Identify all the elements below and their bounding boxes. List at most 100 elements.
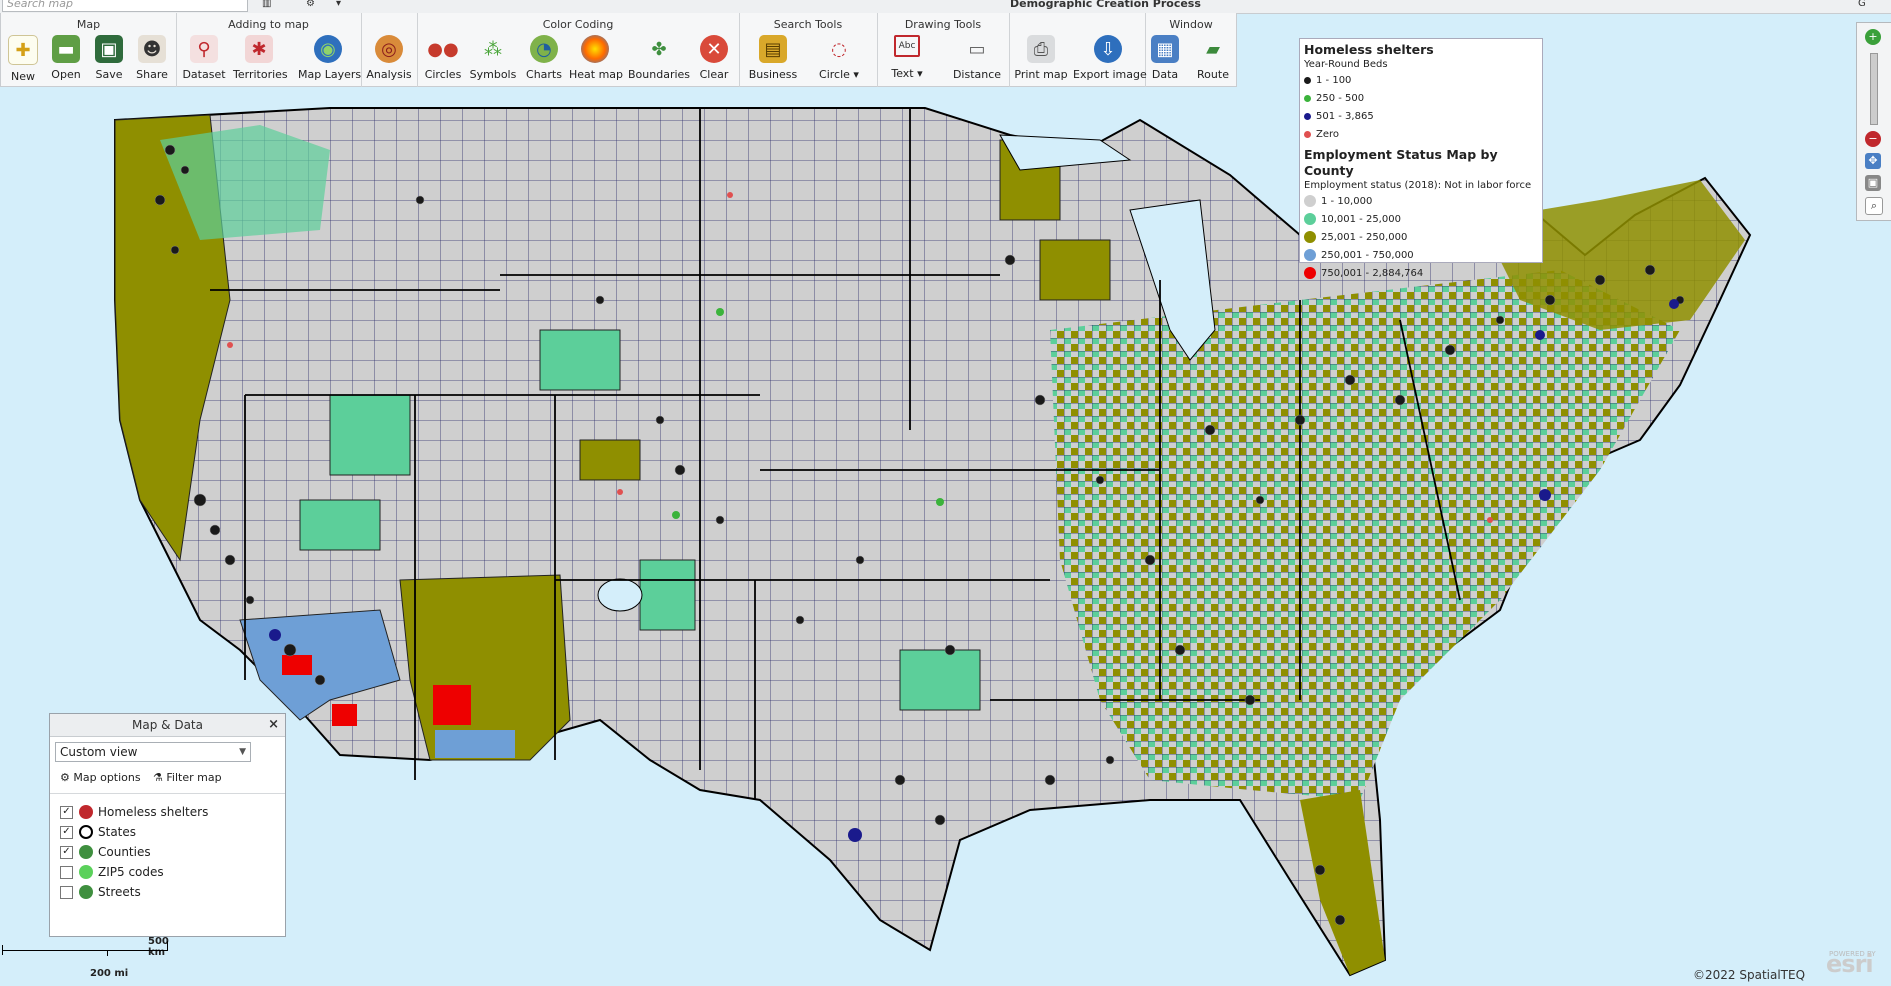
group-title: Color Coding <box>542 18 614 31</box>
group-title: Drawing Tools <box>904 18 982 31</box>
layer-item[interactable]: Streets <box>60 883 141 901</box>
dataset-pin-icon: ⚲ <box>190 35 218 63</box>
new-button[interactable]: ✚ New <box>0 35 49 83</box>
symbols-button[interactable]: ⁂ Symbols <box>467 35 519 82</box>
save-button[interactable]: ▣ Save <box>83 35 135 81</box>
dataset-button[interactable]: ⚲ Dataset <box>178 35 230 81</box>
legend-label: 250,001 - 750,000 <box>1321 249 1414 261</box>
layer-checkbox[interactable] <box>60 885 73 899</box>
scale-km-label: 500 km <box>148 936 169 958</box>
group-window: Window ▦ Data ▰ Route <box>1145 13 1237 87</box>
charts-button[interactable]: ◔ Charts <box>518 35 570 81</box>
folder-icon: ▬ <box>52 35 80 63</box>
camera-icon[interactable]: ▣ <box>1865 175 1881 191</box>
group-drawing-tools: Drawing Tools Abc Text ▾ ▭ Distance <box>877 13 1010 87</box>
map-legend: Homeless shelters Year-Round Beds 1 - 10… <box>1299 38 1543 279</box>
layer-item[interactable]: ZIP5 codes <box>60 863 164 881</box>
group-title: Window <box>1169 18 1213 31</box>
save-icon: ▣ <box>95 35 123 63</box>
open-button[interactable]: ▬ Open <box>40 35 92 81</box>
chevron-down-icon[interactable]: ▾ <box>336 0 342 9</box>
gear-icon: ⚙ <box>60 771 70 784</box>
zoom-slider[interactable] <box>1870 53 1878 125</box>
help-icon[interactable]: G <box>1858 0 1866 9</box>
magnifier-icon[interactable]: ⌕ <box>1865 197 1883 215</box>
route-button[interactable]: ▰ Route <box>1187 35 1239 82</box>
legend-swatch <box>1304 267 1316 279</box>
gear-icon[interactable]: ⚙ <box>306 0 315 9</box>
legend-item: 1 - 100 <box>1304 71 1538 89</box>
symbols-icon: ⁂ <box>484 38 502 60</box>
zip-layer-icon <box>79 865 93 879</box>
legend-shelters-title: Homeless shelters <box>1304 42 1434 57</box>
legend-item: 1 - 10,000 <box>1304 192 1538 210</box>
pan-icon[interactable]: ✥ <box>1865 153 1881 169</box>
group-color-coding: Color Coding ●● Circles ⁂ Symbols ◔ Char… <box>417 13 740 87</box>
map-layers-button[interactable]: ◉ Map Layers <box>298 35 361 81</box>
layer-label: States <box>98 825 137 839</box>
print-map-button[interactable]: ⎙ Print map <box>1013 35 1069 81</box>
legend-item: 250 - 500 <box>1304 89 1538 107</box>
esri-logo: esri <box>1826 950 1874 978</box>
ribbon-toolbar: Map ✚ New ▬ Open ▣ Save ☻ Share Adding t… <box>0 13 1237 87</box>
scale-bar: 500 km 200 mi <box>0 936 170 980</box>
filter-map-button[interactable]: ⚗ Filter map <box>153 771 222 784</box>
close-icon[interactable]: × <box>268 717 279 732</box>
window-title: Demographic Creation Process <box>1010 0 1201 10</box>
data-button[interactable]: ▦ Data <box>1139 35 1191 81</box>
share-button[interactable]: ☻ Share <box>126 35 178 81</box>
legend-item: 10,001 - 25,000 <box>1304 210 1538 228</box>
clear-button[interactable]: ✕ Clear <box>688 35 740 81</box>
map-and-data-panel: Map & Data × Custom view ▼ ⚙ Map options … <box>49 713 286 937</box>
layer-item[interactable]: ✓ States <box>60 823 136 841</box>
group-title: Search Tools <box>773 18 843 31</box>
territories-button[interactable]: ✱ Territories <box>233 35 288 81</box>
legend-label: 1 - 100 <box>1316 74 1352 86</box>
panel-title: Map & Data × <box>50 714 285 737</box>
layer-checkbox[interactable]: ✓ <box>60 825 73 839</box>
legend-swatch <box>1304 76 1311 84</box>
legend-label: 10,001 - 25,000 <box>1321 213 1401 225</box>
legend-label: 501 - 3,865 <box>1316 110 1374 122</box>
analysis-button[interactable]: ◎ Analysis <box>363 35 415 81</box>
layer-checkbox[interactable]: ✓ <box>60 845 73 859</box>
map-search-icon[interactable]: ▥ <box>262 0 272 9</box>
layer-label: Counties <box>98 845 151 859</box>
layer-label: Streets <box>98 885 141 899</box>
shelter-points <box>154 144 1685 926</box>
layer-item[interactable]: ✓ Counties <box>60 843 151 861</box>
legend-item: 250,001 - 750,000 <box>1304 246 1538 264</box>
shelters-layer-icon <box>79 805 93 819</box>
circles-icon: ●● <box>427 38 459 60</box>
legend-label: 250 - 500 <box>1316 92 1365 104</box>
export-image-button[interactable]: ⇩ Export image <box>1073 35 1147 81</box>
map-options-button[interactable]: ⚙ Map options <box>60 771 141 784</box>
counties-layer-icon <box>79 845 93 859</box>
streets-layer-icon <box>79 885 93 899</box>
view-select[interactable]: Custom view ▼ <box>55 742 251 762</box>
layer-checkbox[interactable]: ✓ <box>60 805 73 819</box>
pie-chart-icon: ◔ <box>530 35 558 63</box>
boundaries-button[interactable]: ✤ Boundaries <box>628 35 690 82</box>
zoom-in-icon[interactable]: + <box>1865 29 1881 45</box>
zoom-out-icon[interactable]: − <box>1865 131 1881 147</box>
search-input[interactable]: Search map <box>2 0 248 12</box>
circles-button[interactable]: ●● Circles <box>417 35 469 82</box>
zoom-toolbar: + − ✥ ▣ ⌕ <box>1856 22 1891 221</box>
circle-search-button[interactable]: ◌ Circle ▾ <box>809 35 869 82</box>
legend-employment-title: Employment Status Map by County <box>1304 147 1498 178</box>
text-button[interactable]: Abc Text ▾ <box>881 35 933 80</box>
group-title: Map <box>76 18 101 31</box>
layer-item[interactable]: ✓ Homeless shelters <box>60 803 208 821</box>
business-book-icon: ▤ <box>759 35 787 63</box>
legend-swatch <box>1304 130 1311 138</box>
new-document-icon: ✚ <box>8 35 38 65</box>
printer-icon: ⎙ <box>1027 35 1055 63</box>
layer-checkbox[interactable] <box>60 865 73 879</box>
heat-map-button[interactable]: Heat map <box>569 35 623 81</box>
legend-employment-list: 1 - 10,000 10,001 - 25,000 25,001 - 250,00… <box>1304 192 1538 282</box>
distance-button[interactable]: ▭ Distance <box>949 35 1005 82</box>
layer-label: ZIP5 codes <box>98 865 164 879</box>
business-button[interactable]: ▤ Business <box>745 35 801 81</box>
